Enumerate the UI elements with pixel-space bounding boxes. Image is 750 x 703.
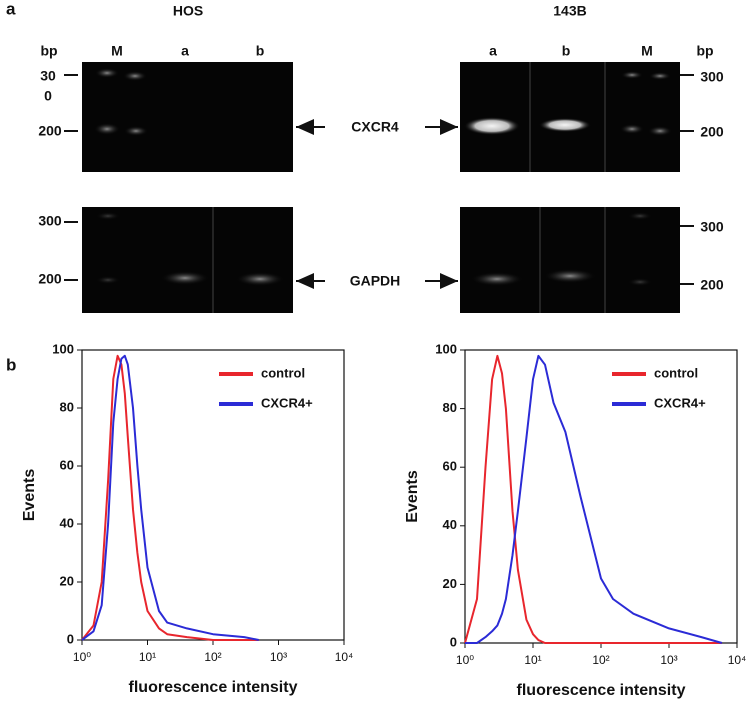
gel-band — [471, 272, 523, 286]
size-label: 300 — [700, 219, 724, 235]
y-axis-label: Events — [404, 470, 421, 523]
x-tick-label: 10⁴ — [335, 650, 354, 664]
size-label: 200 — [700, 277, 724, 293]
panel-label: a — [6, 0, 16, 18]
x-tick-label: 10² — [204, 650, 221, 664]
panel-label: b — [6, 355, 16, 374]
size-label: 0 — [44, 88, 52, 104]
x-tick-label: 10² — [592, 653, 609, 667]
gel-title: HOS — [173, 3, 203, 19]
bp-label: bp — [40, 43, 57, 59]
gel-band — [620, 124, 644, 134]
gel-band — [161, 271, 209, 285]
gene-label: GAPDH — [350, 273, 401, 289]
y-tick-label: 20 — [60, 573, 74, 588]
y-tick-label: 40 — [443, 517, 457, 532]
y-tick-label: 100 — [52, 341, 74, 356]
gel-band — [539, 118, 591, 132]
lane-label: a — [181, 43, 189, 59]
gel-band — [95, 68, 119, 78]
size-label: 200 — [700, 124, 724, 140]
y-tick-label: 80 — [60, 399, 74, 414]
series-line — [81, 354, 259, 641]
y-tick-label: 100 — [435, 341, 457, 356]
size-label: 30 — [40, 68, 56, 84]
y-axis-label: Events — [21, 469, 38, 522]
y-tick-label: 20 — [443, 576, 457, 591]
y-tick-label: 80 — [443, 400, 457, 415]
lane-label: M — [111, 43, 123, 59]
legend-label: CXCR4+ — [654, 395, 706, 410]
gel-band — [544, 269, 596, 283]
x-tick-label: 10¹ — [139, 650, 156, 664]
y-tick-label: 40 — [60, 515, 74, 530]
gel-band — [628, 212, 652, 220]
x-axis-label: fluorescence intensity — [517, 682, 686, 699]
legend-label: control — [261, 365, 305, 380]
gel-band — [96, 212, 120, 220]
gel-band — [94, 123, 120, 135]
gel-band — [464, 117, 520, 135]
size-label: 200 — [38, 123, 62, 139]
legend-label: control — [654, 365, 698, 380]
bp-label: bp — [696, 43, 713, 59]
size-label: 200 — [38, 271, 62, 287]
plot-frame — [81, 349, 345, 641]
lane-label: b — [256, 43, 265, 59]
series-line — [81, 354, 259, 641]
x-tick-label: 10⁰ — [456, 653, 474, 667]
y-tick-label: 0 — [67, 631, 74, 646]
y-tick-label: 0 — [450, 634, 457, 649]
lane-label: a — [489, 43, 497, 59]
x-tick-label: 10³ — [660, 653, 677, 667]
size-label: 300 — [700, 69, 724, 85]
x-tick-label: 10⁴ — [728, 653, 747, 667]
series-line — [465, 354, 723, 644]
x-axis-label: fluorescence intensity — [129, 679, 298, 696]
gel-band — [236, 272, 284, 286]
y-tick-label: 60 — [443, 459, 457, 474]
gel-band — [621, 71, 643, 79]
size-label: 300 — [38, 213, 62, 229]
x-tick-label: 10¹ — [524, 653, 541, 667]
gel-image — [460, 207, 680, 313]
series-line — [464, 354, 722, 644]
gel-image — [460, 62, 680, 172]
gel-band — [648, 126, 672, 136]
gel-band — [96, 276, 120, 284]
gene-label: CXCR4 — [351, 119, 399, 135]
x-tick-label: 10³ — [270, 650, 287, 664]
gel-band — [628, 278, 652, 286]
y-tick-label: 60 — [60, 457, 74, 472]
gel-band — [124, 126, 148, 136]
gel-image — [82, 62, 293, 172]
legend-label: CXCR4+ — [261, 395, 313, 410]
lane-label: M — [641, 43, 653, 59]
gel-band — [123, 71, 147, 81]
gel-band — [649, 72, 671, 80]
gel-image — [82, 207, 293, 313]
gel-title: 143B — [553, 3, 586, 19]
lane-label: b — [562, 43, 571, 59]
x-tick-label: 10⁰ — [73, 650, 91, 664]
